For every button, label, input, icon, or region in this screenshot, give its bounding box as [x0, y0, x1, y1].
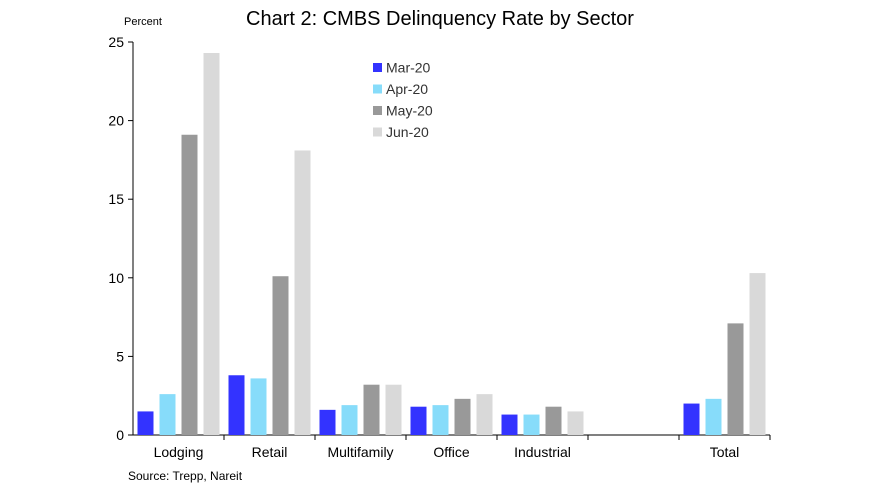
bar: [545, 406, 562, 435]
legend-label: Apr-20: [386, 81, 428, 97]
bar: [203, 53, 220, 436]
bar: [319, 409, 336, 435]
y-tick-label: 0: [116, 427, 124, 443]
bar: [567, 411, 584, 435]
x-tick-label: Office: [433, 444, 470, 460]
bar: [159, 394, 176, 435]
y-tick-label: 20: [108, 113, 124, 129]
legend-label: May-20: [386, 103, 433, 119]
x-tick-label: Multifamily: [327, 444, 393, 460]
bar: [501, 414, 518, 435]
bar: [432, 405, 449, 435]
bar: [476, 394, 493, 435]
bar: [272, 276, 289, 435]
chart-title: Chart 2: CMBS Delinquency Rate by Sector: [246, 8, 634, 30]
bar: [727, 323, 744, 435]
x-tick-label: Lodging: [154, 444, 204, 460]
y-tick-label: 15: [108, 191, 124, 207]
bar: [181, 134, 198, 436]
bar: [705, 398, 722, 435]
legend-swatch: [373, 84, 382, 94]
bar: [228, 375, 245, 435]
bar: [410, 406, 427, 435]
bar: [683, 403, 700, 435]
legend-label: Jun-20: [386, 124, 429, 140]
legend-swatch: [373, 63, 382, 72]
bar: [341, 405, 358, 435]
bar: [385, 384, 402, 435]
bar: [294, 150, 311, 435]
bar: [137, 411, 154, 435]
y-tick-label: 25: [108, 34, 124, 50]
y-tick-label: 5: [116, 348, 124, 364]
bar: [363, 384, 380, 435]
y-tick-label: 10: [108, 270, 124, 286]
source-note: Source: Trepp, Nareit: [128, 469, 243, 483]
bar: [250, 378, 267, 435]
x-tick-label: Industrial: [514, 444, 571, 460]
bar: [749, 273, 766, 435]
bar: [523, 414, 540, 435]
y-axis-label: Percent: [124, 16, 162, 28]
legend-label: Mar-20: [386, 60, 431, 76]
x-tick-label: Retail: [252, 444, 288, 460]
legend-swatch: [373, 127, 382, 137]
legend-swatch: [373, 106, 382, 115]
x-tick-label: Total: [710, 444, 740, 460]
bar: [454, 398, 471, 435]
